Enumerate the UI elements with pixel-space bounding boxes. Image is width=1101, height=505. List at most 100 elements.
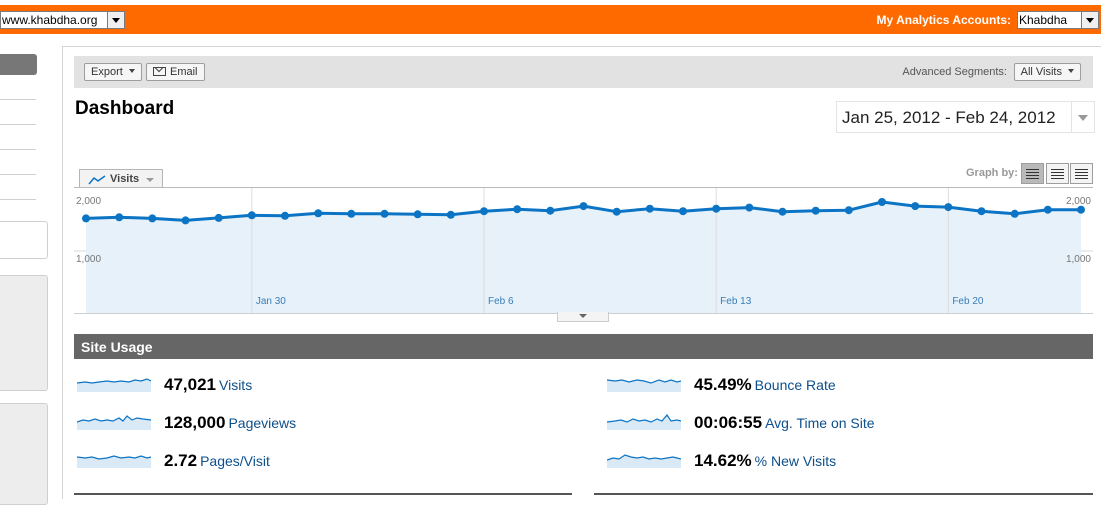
sidebar [0,47,48,505]
sidebar-panel [0,403,48,505]
sidebar-divider [0,199,36,200]
graph-by-month-button[interactable] [1070,163,1093,184]
data-point [181,216,190,225]
area-fill [86,202,1081,313]
data-point [844,206,853,215]
chevron-down-icon [128,69,135,73]
account-selector[interactable]: Khabdha [1017,11,1099,29]
data-point [546,206,555,215]
date-range-value: Jan 25, 2012 - Feb 24, 2012 [842,108,1056,127]
visits-chart-svg: Jan 30 Feb 6 Feb 13 Feb 20 [74,188,1093,313]
chevron-down-icon [1068,69,1074,73]
top-header: www.khabdha.org My Analytics Accounts: K… [0,0,1101,40]
stat-link-avg-time[interactable]: Avg. Time on Site [765,415,875,431]
stat-avg-time: 00:06:55 Avg. Time on Site [694,413,875,433]
sparkline-new-visits [607,454,681,468]
data-point [612,207,621,216]
data-point [977,207,986,216]
chevron-down-icon[interactable] [1081,12,1098,28]
export-button[interactable]: Export [84,63,142,81]
sparkline-visits [77,378,151,392]
data-point [413,210,422,219]
x-tick-label: Feb 13 [720,296,752,307]
visits-chart: Jan 30 Feb 6 Feb 13 Feb 20 2,000 1,000 2,00… [74,187,1093,314]
sparkline-avg-time [607,413,681,430]
data-point [1010,209,1019,218]
data-point [1043,205,1052,214]
section-divider [594,493,1093,495]
data-point [115,213,124,222]
stat-value: 2.72 [164,451,198,470]
stat-pageviews: 128,000 Pageviews [164,413,296,433]
site-usage-title: Site Usage [81,339,153,355]
y-tick-label-right-bottom: 1,000 [1065,254,1091,265]
stat-pages-per-visit: 2.72 Pages/Visit [164,451,270,471]
data-point [480,207,488,216]
stat-value: 128,000 [164,413,226,432]
sidebar-panel [0,275,48,391]
chevron-down-icon[interactable] [107,12,124,28]
data-point [148,214,157,223]
stat-link-new-visits[interactable]: % New Visits [754,453,837,469]
data-point [712,204,721,213]
graph-by-label: Graph by: [966,167,1018,179]
advanced-segments-label: Advanced Segments: [902,66,1007,78]
toolbar: Export Email Advanced Segments: All Visi… [74,56,1093,88]
main-content [62,46,1101,499]
site-usage-header: Site Usage [74,334,1093,359]
stat-value: 14.62% [694,451,752,470]
graph-by-week-button[interactable] [1046,163,1069,184]
date-range-picker[interactable]: Jan 25, 2012 - Feb 24, 2012 [836,101,1095,133]
stat-link-pages-per-visit[interactable]: Pages/Visit [200,453,270,469]
metric-selector-tab[interactable]: Visits [79,169,163,188]
data-point [247,211,256,220]
data-point [446,210,455,219]
collapse-graph-handle[interactable] [557,312,609,322]
stat-link-visits[interactable]: Visits [219,377,253,393]
line-chart-icon [88,175,106,185]
stat-value: 00:06:55 [694,413,763,432]
sidebar-divider [0,174,36,175]
sidebar-active-item[interactable] [0,54,37,75]
section-divider [74,493,572,495]
data-point [214,213,223,222]
segment-value: All Visits [1020,66,1062,78]
y-tick-label-left-top: 2,000 [76,196,102,207]
stat-link-pageviews[interactable]: Pageviews [228,415,297,431]
data-point [878,198,886,206]
email-label: Email [170,66,198,78]
envelope-icon [153,67,166,76]
data-point [380,209,389,218]
site-selector[interactable]: www.khabdha.org [0,11,125,29]
site-selector-value: www.khabdha.org [2,13,98,27]
sidebar-divider [0,124,36,125]
data-point [944,203,953,212]
y-tick-label-left-bottom: 1,000 [76,254,102,265]
chevron-down-icon[interactable] [1071,102,1094,132]
data-point [281,211,289,220]
y-tick-label-right-top: 2,000 [1065,196,1091,207]
export-label: Export [91,66,123,78]
stat-visits: 47,021 Visits [164,375,252,395]
account-selector-value: Khabdha [1019,13,1068,27]
data-point [347,209,356,218]
x-tick-label: Jan 30 [256,296,286,307]
data-point [778,207,787,216]
graph-by-day-button[interactable] [1021,163,1044,184]
data-point [1077,205,1085,214]
stat-link-bounce-rate[interactable]: Bounce Rate [754,377,836,393]
data-point [811,206,820,215]
metric-tab-label: Visits [110,173,140,185]
stat-bounce-rate: 45.49% Bounce Rate [694,375,836,395]
email-button[interactable]: Email [146,63,205,81]
data-point [513,205,522,214]
data-point [679,207,687,216]
data-point [82,214,90,223]
stat-value: 47,021 [164,375,216,394]
sidebar-divider [0,149,36,150]
sparkline-pages-per-visit [77,455,151,468]
header-bar [0,5,1101,34]
data-point [745,203,754,212]
segment-selector[interactable]: All Visits [1013,63,1081,81]
sidebar-panel [0,221,48,259]
